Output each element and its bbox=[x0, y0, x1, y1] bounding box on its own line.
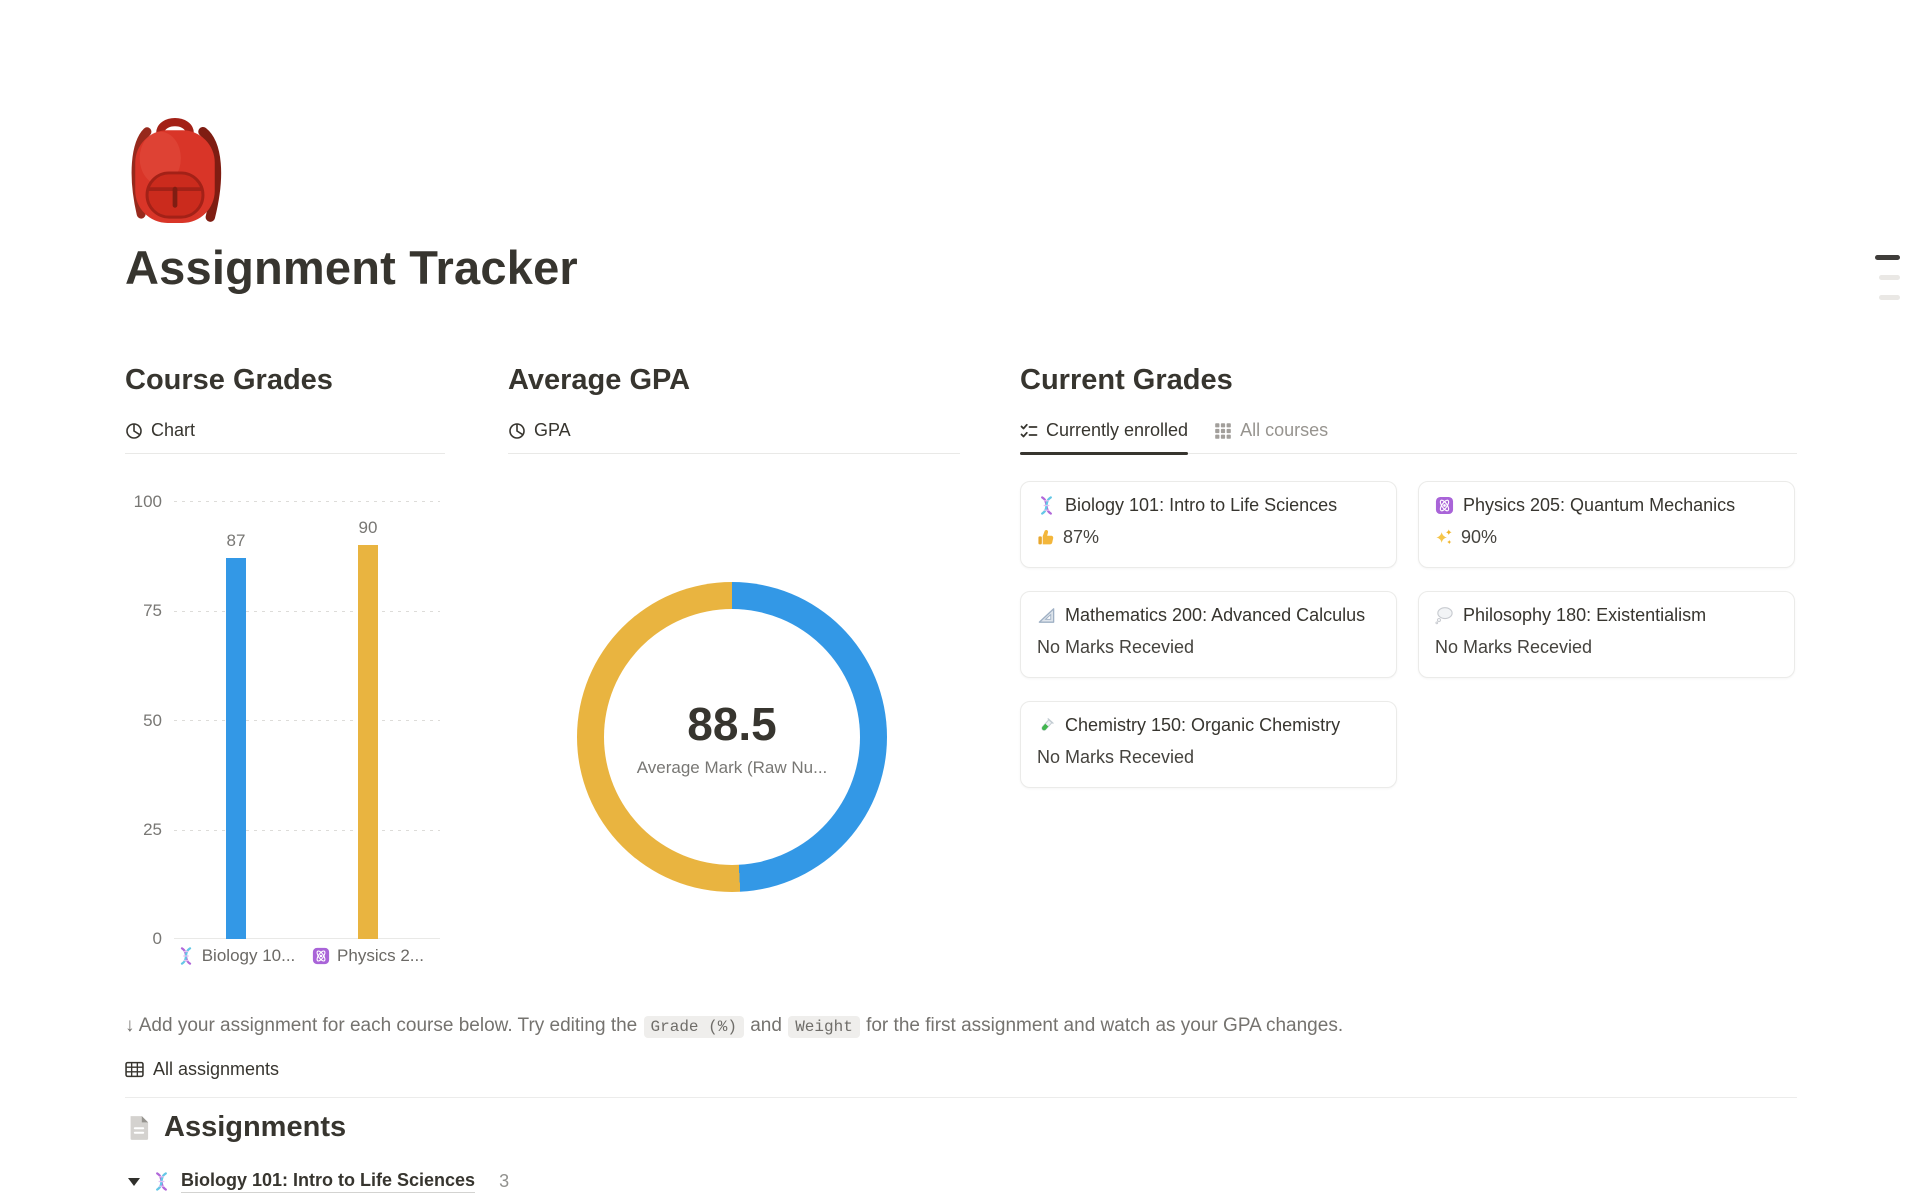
thumbs-up-icon bbox=[1038, 529, 1054, 545]
group-count: 3 bbox=[499, 1171, 510, 1191]
y-tick: 0 bbox=[152, 929, 162, 948]
course-card-gallery: Biology 101: Intro to Life Sciences 87% bbox=[1020, 481, 1795, 788]
current-grades-view-tabs: Currently enrolled All courses bbox=[1020, 420, 1797, 455]
thought-balloon-icon bbox=[1435, 607, 1453, 625]
current-grades-heading: Current Grades bbox=[1020, 364, 1233, 396]
toc-bar[interactable] bbox=[1879, 275, 1900, 280]
current-grades-section: Current Grades Currently enrolled bbox=[1020, 362, 1797, 862]
test-tube-icon bbox=[1041, 718, 1054, 731]
tab-all-courses[interactable]: All courses bbox=[1214, 420, 1328, 441]
card-grade-text: 87% bbox=[1063, 527, 1100, 547]
assignments-heading: Assignments bbox=[125, 1111, 346, 1144]
bar-physics[interactable] bbox=[358, 544, 378, 939]
instruction-suffix: for the first assignment and watch as yo… bbox=[860, 1015, 1344, 1036]
toggle-triangle[interactable] bbox=[128, 1177, 140, 1186]
x-label-biology: Biology 10... bbox=[156, 946, 316, 966]
y-tick: 50 bbox=[143, 710, 162, 730]
y-tick: 100 bbox=[133, 492, 162, 511]
grid-icon bbox=[1215, 422, 1231, 439]
course-card-mathematics[interactable]: Mathematics 200: Advanced Calculus No Ma… bbox=[1020, 591, 1397, 678]
gpa-donut-ring[interactable]: 88.5 Average Mark (Raw Nu... bbox=[577, 582, 887, 892]
card-title-text: Physics 205: Quantum Mechanics bbox=[1463, 495, 1736, 515]
tab-chart[interactable]: Chart bbox=[125, 420, 195, 441]
sparkles-icon bbox=[1436, 529, 1452, 545]
checklist-icon bbox=[1020, 423, 1038, 437]
course-card-biology[interactable]: Biology 101: Intro to Life Sciences 87% bbox=[1020, 481, 1397, 568]
gpa-center-label: Average Mark (Raw Nu... bbox=[636, 757, 828, 777]
tab-gpa-label: GPA bbox=[534, 420, 571, 440]
page-icon bbox=[130, 1115, 149, 1140]
x-label-text: Physics 2... bbox=[337, 946, 424, 965]
atom-icon bbox=[312, 947, 330, 965]
average-gpa-view-tabs: GPA bbox=[508, 420, 960, 454]
average-gpa-heading: Average GPA bbox=[508, 364, 691, 396]
card-grade-text: No Marks Recevied bbox=[1037, 747, 1195, 767]
atom-icon bbox=[1435, 496, 1454, 515]
backpack-emoji[interactable] bbox=[122, 110, 228, 230]
course-card-chemistry[interactable]: Chemistry 150: Organic Chemistry No Mark… bbox=[1020, 701, 1397, 788]
gpa-value: 88.5 bbox=[687, 697, 777, 750]
weight-code-chip: Weight bbox=[788, 1016, 860, 1038]
instruction-and: and bbox=[744, 1015, 788, 1036]
tab-all-courses-label: All courses bbox=[1240, 420, 1329, 440]
triangle-ruler-icon bbox=[1038, 608, 1055, 623]
dna-icon bbox=[180, 947, 191, 965]
toc-bar[interactable] bbox=[1879, 295, 1900, 300]
all-assignments-view[interactable]: All assignments bbox=[125, 1059, 279, 1080]
card-title-text: Mathematics 200: Advanced Calculus bbox=[1065, 605, 1366, 625]
y-tick: 25 bbox=[143, 820, 162, 839]
instruction-prefix: ↓ Add your assignment for each course be… bbox=[125, 1015, 643, 1036]
bar-biology[interactable] bbox=[226, 557, 246, 939]
course-grades-heading: Course Grades bbox=[125, 364, 333, 396]
tab-chart-label: Chart bbox=[151, 420, 196, 440]
course-grades-section: Course Grades Chart 87 90 bbox=[125, 362, 445, 965]
course-card-physics[interactable]: Physics 205: Quantum Mechanics 90% bbox=[1418, 481, 1795, 568]
card-grade-text: No Marks Recevied bbox=[1435, 637, 1593, 657]
card-title-text: Philosophy 180: Existentialism bbox=[1463, 605, 1707, 625]
x-label-text: Biology 10... bbox=[201, 946, 296, 965]
grade-code-chip: Grade (%) bbox=[643, 1016, 744, 1038]
toc-bar[interactable] bbox=[1875, 255, 1900, 260]
all-assignments-label: All assignments bbox=[153, 1059, 280, 1079]
tab-currently-enrolled-label: Currently enrolled bbox=[1046, 420, 1189, 440]
assignments-heading-text: Assignments bbox=[164, 1111, 347, 1143]
course-grades-view-tabs: Chart bbox=[125, 420, 445, 454]
card-grade-text: No Marks Recevied bbox=[1037, 637, 1195, 657]
dna-icon bbox=[156, 1172, 167, 1191]
y-tick: 75 bbox=[143, 601, 162, 620]
bar-value-label: 90 bbox=[358, 517, 378, 537]
average-gpa-section: Average GPA GPA 88.5 Average Mark (Raw N… bbox=[508, 362, 960, 962]
pie-chart-icon bbox=[126, 422, 142, 439]
tab-gpa[interactable]: GPA bbox=[508, 420, 571, 441]
course-grades-bar-chart: 87 90 bbox=[170, 501, 440, 939]
gpa-donut-center: 88.5 Average Mark (Raw Nu... bbox=[604, 609, 860, 865]
x-label-physics: Physics 2... bbox=[288, 946, 448, 966]
instruction-text: ↓ Add your assignment for each course be… bbox=[125, 1012, 1685, 1041]
divider bbox=[125, 1097, 1797, 1098]
course-card-philosophy[interactable]: Philosophy 180: Existentialism No Marks … bbox=[1418, 591, 1795, 678]
dna-icon bbox=[1041, 496, 1052, 515]
card-grade-text: 90% bbox=[1461, 527, 1498, 547]
tab-currently-enrolled[interactable]: Currently enrolled bbox=[1020, 420, 1189, 455]
toc-indicator[interactable] bbox=[1875, 255, 1900, 300]
assignment-group-biology: Biology 101: Intro to Life Sciences 3 bbox=[128, 1170, 509, 1193]
group-title-link[interactable]: Biology 101: Intro to Life Sciences bbox=[181, 1170, 476, 1193]
pie-chart-icon bbox=[509, 422, 525, 439]
bar-value-label: 87 bbox=[226, 530, 246, 550]
card-title-text: Biology 101: Intro to Life Sciences bbox=[1065, 495, 1338, 515]
table-icon bbox=[125, 1061, 144, 1078]
page-title[interactable]: Assignment Tracker bbox=[125, 241, 578, 294]
card-title-text: Chemistry 150: Organic Chemistry bbox=[1065, 715, 1341, 735]
x-axis-line bbox=[174, 938, 440, 939]
